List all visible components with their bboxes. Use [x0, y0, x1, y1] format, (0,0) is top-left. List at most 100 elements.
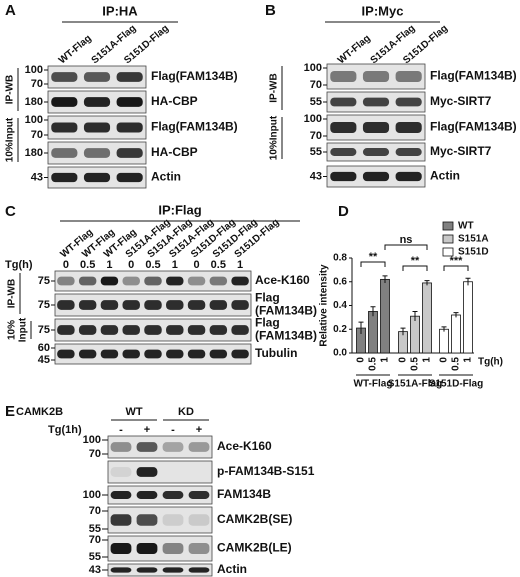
mw-marker: 180 — [25, 147, 43, 159]
mw-marker: 70 — [31, 129, 43, 141]
bar — [410, 315, 420, 354]
mw-marker: 43 — [31, 171, 43, 183]
treatment-value: 1 — [237, 259, 243, 271]
significance-bracket — [402, 265, 428, 271]
y-tick-label: 0.6 — [333, 276, 347, 287]
band — [188, 491, 210, 499]
y-axis-title: Relative intensity — [319, 264, 330, 347]
band — [395, 97, 422, 107]
band — [162, 514, 184, 526]
band — [231, 325, 249, 335]
section-label: IP-WB — [269, 73, 280, 102]
treatment-value: + — [196, 424, 202, 436]
band — [116, 148, 143, 158]
band — [51, 97, 78, 107]
band — [166, 276, 184, 286]
band — [187, 276, 206, 286]
section-label: Input — [18, 317, 29, 342]
mw-marker: 55 — [310, 146, 322, 158]
band — [395, 71, 422, 82]
section-label: 10%Input — [5, 117, 16, 162]
legend-swatch — [442, 247, 454, 257]
ip-title: IP:HA — [102, 3, 138, 18]
x-tick-label: 1 — [463, 357, 474, 363]
row-label: Actin — [217, 562, 247, 576]
panel-label: B — [265, 2, 276, 19]
error-bar — [412, 310, 418, 321]
band — [116, 97, 143, 107]
panel-label: A — [5, 2, 16, 19]
bar — [380, 278, 390, 354]
band — [51, 122, 78, 133]
band — [362, 71, 390, 82]
row-label: Actin — [151, 170, 181, 184]
band — [330, 148, 357, 156]
row-label: CAMK2B(SE) — [217, 512, 292, 526]
band — [209, 325, 228, 335]
band — [362, 148, 390, 156]
treatment-value: 1 — [172, 259, 178, 271]
panel-label: D — [338, 203, 349, 220]
band — [209, 349, 228, 359]
row-label: Flag(FAM134B) — [151, 120, 238, 134]
ip-title: IP:Flag — [158, 202, 201, 217]
band — [110, 442, 132, 452]
row-label: Flag — [255, 291, 280, 305]
mw-marker: 100 — [83, 434, 101, 446]
legend-label: S151D — [458, 247, 489, 258]
mw-marker: 55 — [310, 96, 322, 108]
band — [209, 276, 228, 286]
band — [100, 349, 119, 359]
mw-marker: 75 — [38, 275, 50, 287]
error-bar — [400, 327, 406, 336]
band — [162, 491, 184, 499]
bar — [422, 282, 432, 354]
band — [362, 171, 390, 182]
legend-swatch — [442, 221, 454, 231]
band — [209, 300, 228, 310]
significance-label: ** — [411, 255, 420, 267]
blot-strip — [107, 460, 213, 484]
x-tick-label: 1 — [380, 357, 391, 363]
legend-label: WT — [458, 221, 474, 232]
panel-label: E — [5, 403, 15, 420]
row-label: Ace-K160 — [255, 273, 310, 287]
row-label: Flag(FAM134B) — [430, 69, 517, 83]
error-bar — [465, 277, 471, 286]
row-label: HA-CBP — [151, 94, 198, 108]
band — [166, 325, 184, 335]
significance-label: ns — [400, 234, 413, 246]
band — [362, 97, 390, 107]
band — [116, 172, 143, 183]
error-bar — [453, 312, 459, 318]
y-tick-label: 0.0 — [333, 348, 347, 359]
x-tick-label: 0.5 — [368, 357, 379, 371]
legend-swatch — [442, 234, 454, 244]
mw-marker: 60 — [38, 342, 50, 354]
band — [83, 172, 111, 183]
lane-label: WT-Flag — [57, 33, 94, 66]
band — [83, 97, 111, 107]
band — [78, 349, 97, 359]
band — [395, 122, 422, 133]
error-bar — [424, 280, 430, 286]
x-tick-label: 0 — [398, 357, 409, 363]
band — [144, 300, 162, 310]
row-label: CAMK2B(LE) — [217, 541, 292, 555]
band — [122, 349, 140, 359]
band — [110, 467, 132, 477]
row-label: Myc-SIRT7 — [430, 94, 492, 108]
band — [83, 148, 111, 158]
band — [51, 148, 78, 158]
y-tick-label: 0.2 — [333, 324, 347, 335]
band — [188, 514, 210, 526]
error-bar — [358, 321, 364, 334]
band — [187, 325, 206, 335]
row-label: HA-CBP — [151, 145, 198, 159]
group-label: S151D-Flag — [429, 379, 483, 390]
row-label: Ace-K160 — [217, 439, 272, 453]
mw-marker: 55 — [89, 523, 101, 535]
band — [122, 325, 140, 335]
header: CAMK2B — [16, 406, 63, 418]
